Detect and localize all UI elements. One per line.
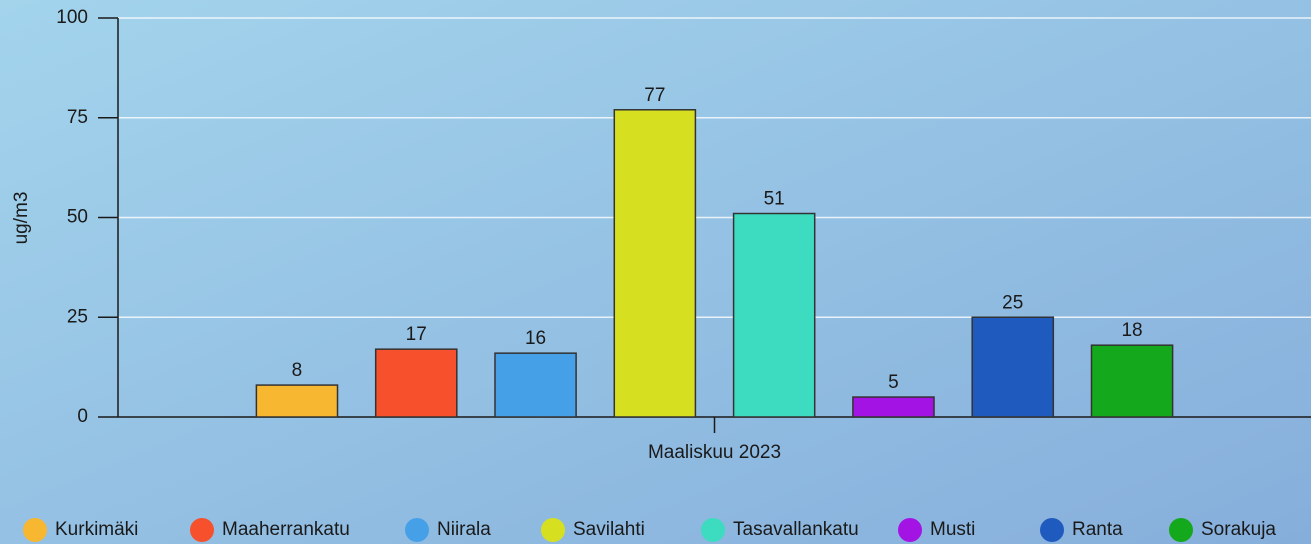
legend-swatch	[190, 518, 214, 542]
legend-swatch	[541, 518, 565, 542]
y-tick-label: 100	[56, 7, 88, 28]
legend-label: Sorakuja	[1201, 519, 1276, 540]
legend-swatch	[701, 518, 725, 542]
legend-swatch	[23, 518, 47, 542]
y-tick-label: 75	[67, 107, 88, 128]
data-label: 5	[888, 372, 899, 393]
data-label: 16	[525, 328, 546, 349]
legend-label: Ranta	[1072, 519, 1123, 540]
data-label: 25	[1002, 292, 1023, 313]
y-tick-label: 25	[67, 306, 88, 327]
bar	[971, 316, 1055, 418]
bar	[374, 348, 458, 418]
data-label: 17	[406, 324, 427, 345]
legend-label: Musti	[930, 519, 975, 540]
legend-label: Savilahti	[573, 519, 645, 540]
y-tick-label: 50	[67, 207, 88, 228]
bar	[255, 384, 339, 418]
bar	[494, 352, 577, 418]
bar	[613, 109, 697, 418]
data-label: 18	[1121, 320, 1142, 341]
data-label: 51	[764, 189, 785, 210]
data-label: 8	[292, 360, 303, 381]
y-tick-label: 0	[77, 406, 88, 427]
bar	[732, 212, 816, 418]
bar	[1090, 344, 1174, 418]
data-label: 77	[644, 85, 665, 106]
legend-swatch	[405, 518, 429, 542]
legend-label: Niirala	[437, 519, 491, 540]
bar	[852, 396, 935, 418]
legend-swatch	[898, 518, 922, 542]
x-tick-label: Maaliskuu 2023	[648, 442, 781, 463]
y-axis-label: ug/m3	[11, 192, 32, 245]
legend-swatch	[1169, 518, 1193, 542]
legend-label: Tasavallankatu	[733, 519, 859, 540]
legend-label: Kurkimäki	[55, 519, 138, 540]
legend-label: Maaherrankatu	[222, 519, 350, 540]
legend-swatch	[1040, 518, 1064, 542]
